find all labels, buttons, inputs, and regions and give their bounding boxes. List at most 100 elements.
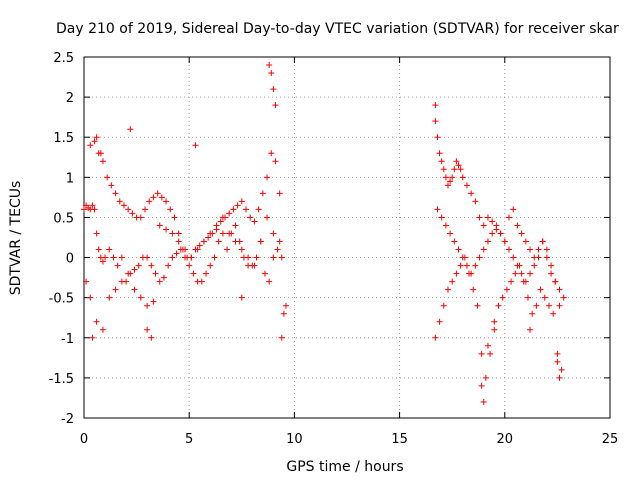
data-point <box>171 214 178 221</box>
data-point <box>457 166 464 173</box>
data-point <box>444 286 451 293</box>
data-point <box>554 358 561 365</box>
data-point <box>432 118 439 125</box>
data-point <box>152 270 159 277</box>
data-point <box>497 230 504 237</box>
x-tick-label: 20 <box>497 432 514 447</box>
x-tick-label: 5 <box>185 432 193 447</box>
data-point <box>451 166 458 173</box>
data-point <box>552 278 559 285</box>
data-point <box>144 254 151 261</box>
data-point <box>280 310 287 317</box>
data-point <box>524 294 531 301</box>
data-point <box>146 198 153 205</box>
data-point <box>251 262 258 269</box>
data-point <box>508 278 515 285</box>
data-point <box>480 222 487 229</box>
data-point <box>506 214 513 221</box>
data-point <box>205 234 212 241</box>
data-point <box>476 254 483 261</box>
data-point <box>268 150 275 157</box>
x-axis-label: GPS time / hours <box>286 459 403 475</box>
data-point <box>106 294 113 301</box>
data-point <box>457 262 464 269</box>
y-tick-label: 1 <box>66 171 74 186</box>
data-point <box>104 174 111 181</box>
y-tick-label: -1.5 <box>49 372 74 387</box>
data-point <box>247 214 254 221</box>
data-point <box>190 270 197 277</box>
data-point <box>503 286 510 293</box>
data-point <box>466 270 473 277</box>
data-point <box>238 198 245 205</box>
data-point <box>131 266 138 273</box>
data-point <box>474 302 481 309</box>
data-point <box>93 230 100 237</box>
data-point <box>510 206 517 213</box>
data-point <box>169 230 176 237</box>
data-point <box>533 302 540 309</box>
data-point <box>255 206 262 213</box>
data-point <box>200 238 207 245</box>
data-point <box>112 286 119 293</box>
data-point <box>531 262 538 269</box>
data-point <box>114 262 121 269</box>
data-point <box>472 262 479 269</box>
x-tick-label: 25 <box>602 432 619 447</box>
data-point <box>484 214 491 221</box>
data-point <box>110 254 117 261</box>
data-point <box>440 302 447 309</box>
data-point <box>453 158 460 165</box>
data-point <box>129 210 136 217</box>
data-point <box>219 230 226 237</box>
data-point <box>499 294 506 301</box>
data-point <box>186 262 193 269</box>
data-point <box>127 126 134 133</box>
data-point <box>91 138 98 145</box>
data-point <box>543 254 550 261</box>
data-point <box>120 202 127 209</box>
data-point <box>522 238 529 245</box>
data-point <box>226 210 233 217</box>
data-point <box>478 382 485 389</box>
data-point <box>198 278 205 285</box>
data-point <box>234 202 241 209</box>
data-point <box>453 270 460 277</box>
tick-layer <box>83 56 611 419</box>
data-point <box>527 246 534 253</box>
data-point <box>434 206 441 213</box>
data-point <box>118 254 125 261</box>
data-point <box>95 246 102 253</box>
data-point <box>493 226 500 233</box>
data-point <box>449 174 456 181</box>
data-point <box>219 214 226 221</box>
data-point <box>87 142 94 149</box>
data-point <box>455 246 462 253</box>
data-point <box>217 218 224 225</box>
data-point <box>495 302 502 309</box>
y-tick-label: -0.5 <box>49 292 74 307</box>
data-point <box>230 206 237 213</box>
data-point <box>501 238 508 245</box>
data-point <box>550 310 557 317</box>
data-point <box>150 298 157 305</box>
data-point <box>548 270 555 277</box>
data-point <box>455 162 462 169</box>
y-tick-label: -2 <box>61 412 74 427</box>
data-point <box>436 318 443 325</box>
data-point <box>163 198 170 205</box>
plot-frame <box>83 56 611 419</box>
data-point <box>142 206 149 213</box>
data-point <box>527 270 534 277</box>
data-point <box>447 230 454 237</box>
data-point <box>516 262 523 269</box>
data-point <box>278 334 285 341</box>
data-point <box>196 242 203 249</box>
data-point <box>463 262 470 269</box>
data-point <box>447 178 454 185</box>
data-point <box>125 206 132 213</box>
data-point <box>442 222 449 229</box>
data-point <box>482 374 489 381</box>
data-point <box>480 246 487 253</box>
data-point <box>535 254 542 261</box>
